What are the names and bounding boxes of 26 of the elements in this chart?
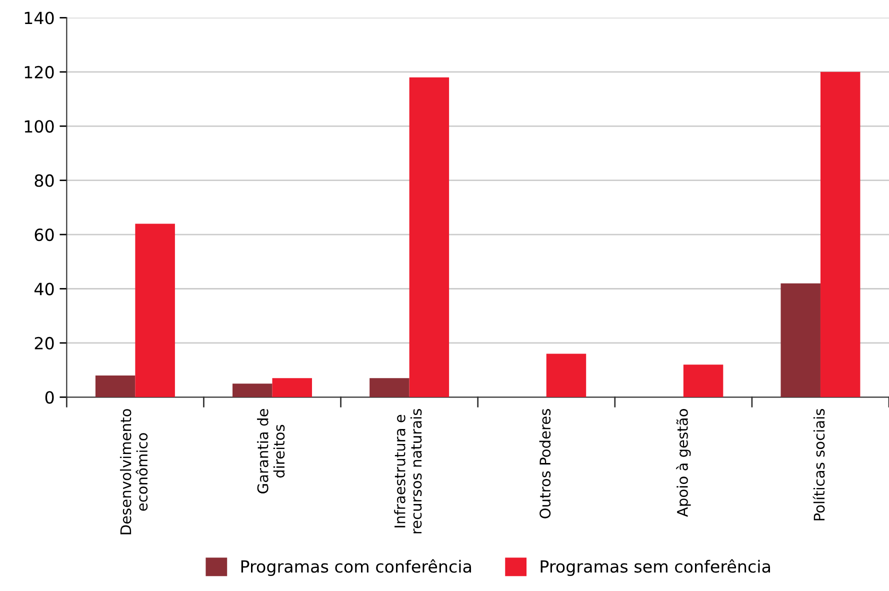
bar	[135, 224, 175, 398]
bar	[820, 72, 860, 398]
y-tick-label: 60	[34, 228, 54, 242]
bar	[232, 384, 272, 398]
y-tick-label: 140	[24, 12, 54, 24]
y-tick-label: 120	[24, 66, 54, 78]
bar	[546, 354, 586, 398]
bar	[95, 375, 136, 398]
bar	[683, 364, 724, 398]
bar	[409, 77, 450, 398]
x-tick-label: Desenvolvimento econômico	[120, 409, 148, 534]
bar	[370, 378, 410, 398]
y-tick-label: 40	[34, 282, 54, 296]
legend-label: Programas sem conferência	[540, 559, 770, 576]
x-tick-label: Garantia de direitos	[257, 409, 285, 494]
y-tick-label: 20	[34, 336, 54, 350]
x-tick-label: Outros Poderes	[539, 408, 551, 518]
legend-label: Programas com conferência	[241, 559, 471, 576]
bar	[272, 378, 312, 398]
y-tick-label: 0	[45, 391, 54, 404]
x-tick-label: Infraestrutura e recursos naturais	[394, 408, 422, 534]
bar	[780, 283, 820, 398]
y-tick-label: 80	[34, 174, 54, 187]
x-tick-label: Apoio à gestão	[676, 409, 691, 517]
x-tick-label: Políticas sociais	[812, 408, 825, 520]
y-tick-label: 100	[24, 120, 54, 133]
